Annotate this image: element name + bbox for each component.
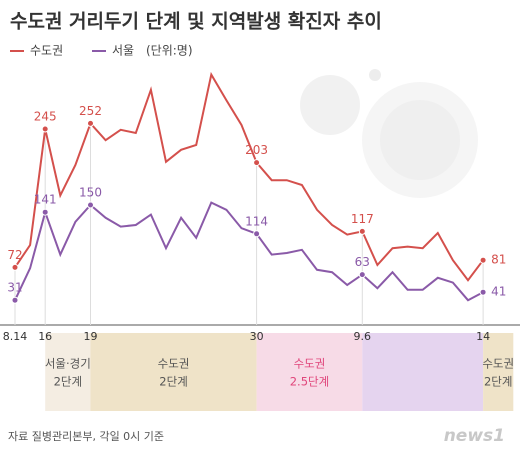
legend-label: 수도권 bbox=[30, 44, 63, 58]
source: 자료 질병관리본부, 각일 0시 기준 bbox=[8, 429, 164, 443]
chart-title: 수도권 거리두기 단계 및 지역발생 확진자 추이 bbox=[10, 10, 382, 33]
phase-label: 수도권 bbox=[158, 357, 190, 371]
logo: news1 bbox=[444, 426, 505, 446]
phase-label: 2단계 bbox=[54, 375, 82, 389]
phase-band bbox=[45, 333, 91, 411]
data-point bbox=[358, 271, 366, 279]
data-label: 117 bbox=[351, 212, 374, 226]
phase-band bbox=[483, 333, 514, 411]
phase-label: 2단계 bbox=[484, 375, 512, 389]
data-point bbox=[11, 263, 19, 271]
data-label: 245 bbox=[34, 110, 57, 124]
data-label: 63 bbox=[355, 255, 370, 269]
data-label: 203 bbox=[245, 143, 268, 157]
data-label: 114 bbox=[245, 214, 268, 228]
x-tick-label: 8.14 bbox=[3, 330, 28, 343]
data-point bbox=[87, 201, 94, 209]
phase-band bbox=[90, 333, 257, 411]
phase-label: 서울·경기 bbox=[45, 357, 91, 371]
x-tick-label: 16 bbox=[38, 330, 52, 343]
data-label: 72 bbox=[7, 248, 22, 262]
series-line bbox=[14, 71, 484, 282]
phase-label: 수도권 bbox=[294, 357, 326, 371]
data-point bbox=[41, 208, 49, 216]
phase-band bbox=[362, 333, 484, 411]
data-point bbox=[41, 125, 49, 133]
x-tick-label: 14 bbox=[476, 330, 490, 343]
data-label: 252 bbox=[79, 104, 102, 118]
legend-label: 서울 bbox=[112, 44, 134, 58]
phase-label: 수도권 bbox=[482, 357, 514, 371]
data-point bbox=[253, 230, 261, 238]
data-label: 81 bbox=[491, 253, 506, 267]
data-point bbox=[253, 159, 261, 167]
data-point bbox=[358, 227, 366, 235]
data-label: 41 bbox=[491, 285, 506, 299]
phase-label: 2단계 bbox=[159, 375, 187, 389]
data-label: 150 bbox=[79, 186, 102, 200]
phase-label: 2.5단계 bbox=[290, 375, 329, 389]
data-point bbox=[479, 288, 487, 296]
x-tick-label: 19 bbox=[84, 330, 98, 343]
data-point bbox=[11, 296, 19, 304]
virus-decoration bbox=[300, 69, 478, 198]
data-point bbox=[479, 256, 487, 264]
data-point bbox=[87, 119, 94, 127]
data-label: 141 bbox=[34, 193, 57, 207]
x-tick-label: 30 bbox=[250, 330, 264, 343]
phase-band bbox=[256, 333, 363, 411]
unit-label: (단위:명) bbox=[146, 44, 193, 58]
data-label: 31 bbox=[7, 281, 22, 295]
x-tick-label: 9.6 bbox=[354, 330, 372, 343]
